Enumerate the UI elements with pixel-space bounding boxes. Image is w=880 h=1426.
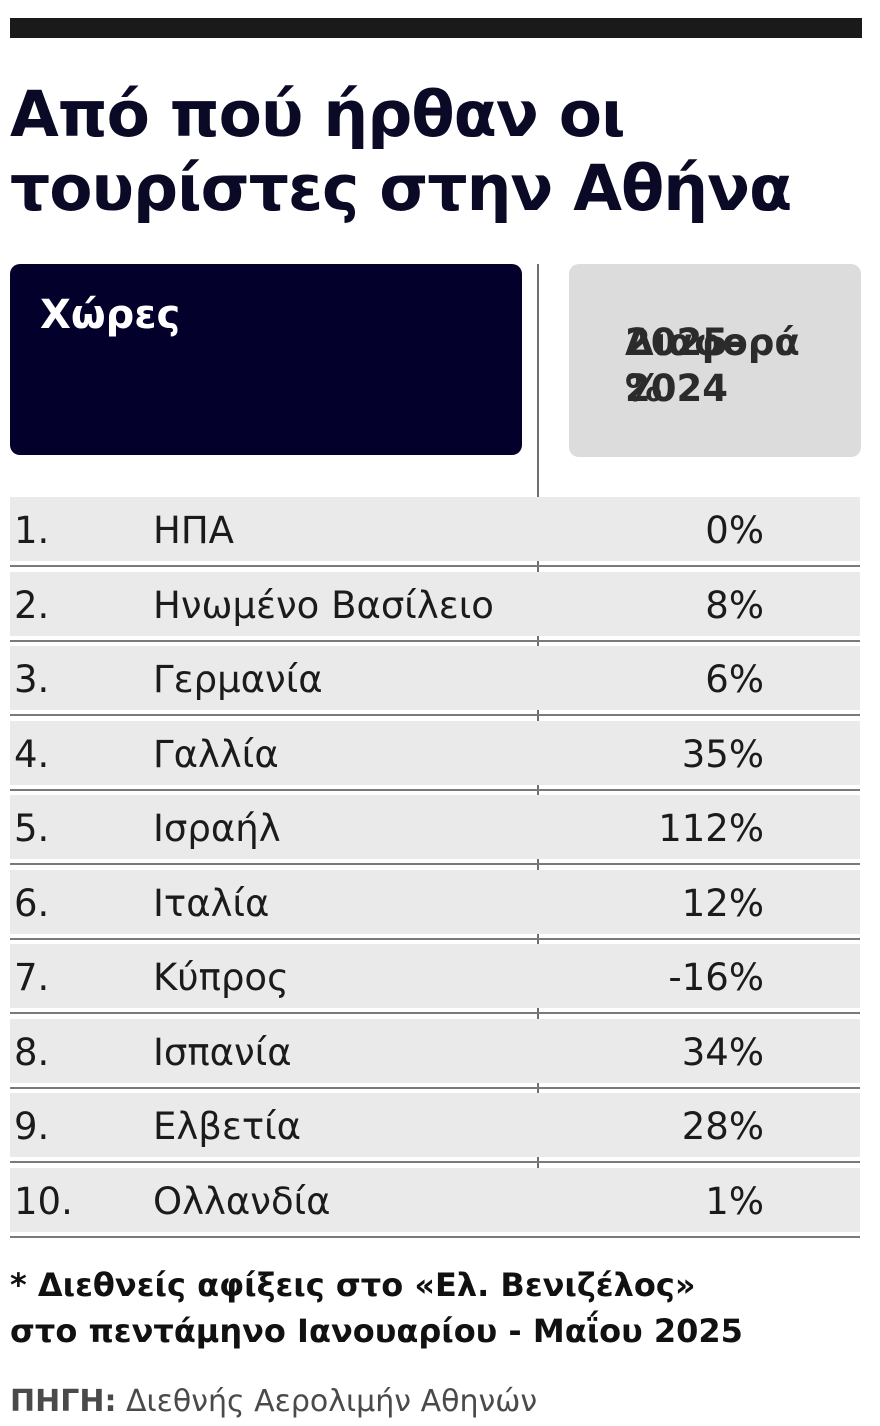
source-credit: ΠΗΓΗ: Διεθνής Αερολιμήν Αθηνών: [10, 1384, 537, 1419]
row-country: Ολλανδία: [153, 1179, 331, 1223]
header-countries: Χώρες: [10, 264, 522, 455]
row-change: 0%: [705, 509, 764, 552]
header-change-line-2: 2025-2024: [625, 321, 744, 410]
row-country: Γερμανία: [153, 658, 323, 701]
row-rank: 1.: [14, 509, 50, 552]
source-label: ΠΗΓΗ:: [10, 1384, 117, 1419]
table-row: 9. Ελβετία 28%: [10, 1093, 860, 1163]
footnote-line-2: στο πεντάμηνο Ιανουαρίου - Μαΐου 2025: [10, 1312, 743, 1350]
table-row: 10. Ολλανδία 1%: [10, 1167, 860, 1238]
row-rank: 10.: [14, 1179, 73, 1223]
header-countries-label: Χώρες: [40, 292, 181, 338]
title-line-2: τουρίστες στην Αθήνα: [10, 152, 792, 225]
row-change: 28%: [681, 1105, 764, 1148]
top-rule: [10, 18, 862, 38]
row-change: 8%: [705, 583, 764, 627]
footnote-line-1: * Διεθνείς αφίξεις στο «Ελ. Βενιζέλος»: [10, 1266, 696, 1304]
row-change: 6%: [705, 658, 764, 701]
chart-title: Από πού ήρθαν οι τουρίστες στην Αθήνα: [10, 78, 870, 226]
row-country: Ισραήλ: [153, 807, 281, 850]
row-country: Ισπανία: [153, 1030, 292, 1074]
row-country: Ιταλία: [153, 881, 270, 925]
row-country: Γαλλία: [153, 732, 279, 776]
row-country: Ηνωμένο Βασίλειο: [153, 583, 494, 627]
table-row: 7. Κύπρος -16%: [10, 944, 860, 1014]
row-change: 1%: [705, 1179, 764, 1223]
table-row: 5. Ισραήλ 112%: [10, 795, 860, 865]
table-row: 3. Γερμανία 6%: [10, 646, 860, 716]
title-line-1: Από πού ήρθαν οι: [10, 78, 626, 151]
row-country: Κύπρος: [153, 956, 289, 999]
table-row: 2. Ηνωμένο Βασίλειο 8%: [10, 571, 860, 642]
source-text: Διεθνής Αερολιμήν Αθηνών: [125, 1384, 538, 1419]
row-change: 35%: [681, 732, 764, 776]
row-change: 112%: [658, 807, 764, 850]
table-row: 8. Ισπανία 34%: [10, 1018, 860, 1089]
row-rank: 3.: [14, 658, 50, 701]
row-country: ΗΠΑ: [153, 509, 234, 552]
table-row: 1. ΗΠΑ 0%: [10, 497, 860, 567]
row-rank: 9.: [14, 1105, 50, 1148]
row-rank: 8.: [14, 1030, 50, 1074]
header-change-line-1: Διαφορά %: [625, 321, 800, 410]
row-rank: 2.: [14, 583, 50, 627]
row-country: Ελβετία: [153, 1105, 302, 1148]
header-change: Διαφορά % 2025-2024: [569, 264, 861, 457]
row-change: -16%: [668, 956, 764, 999]
row-change: 12%: [681, 881, 764, 925]
table-row: 6. Ιταλία 12%: [10, 869, 860, 940]
row-rank: 4.: [14, 732, 50, 776]
row-rank: 7.: [14, 956, 50, 999]
row-rank: 6.: [14, 881, 50, 925]
table-row: 4. Γαλλία 35%: [10, 720, 860, 791]
footnote: * Διεθνείς αφίξεις στο «Ελ. Βενιζέλος» σ…: [10, 1262, 870, 1354]
table-body: 1. ΗΠΑ 0% 2. Ηνωμένο Βασίλειο 8% 3. Γερμανία 6% 4…: [10, 497, 860, 1242]
row-rank: 5.: [14, 807, 50, 850]
row-change: 34%: [681, 1030, 764, 1074]
